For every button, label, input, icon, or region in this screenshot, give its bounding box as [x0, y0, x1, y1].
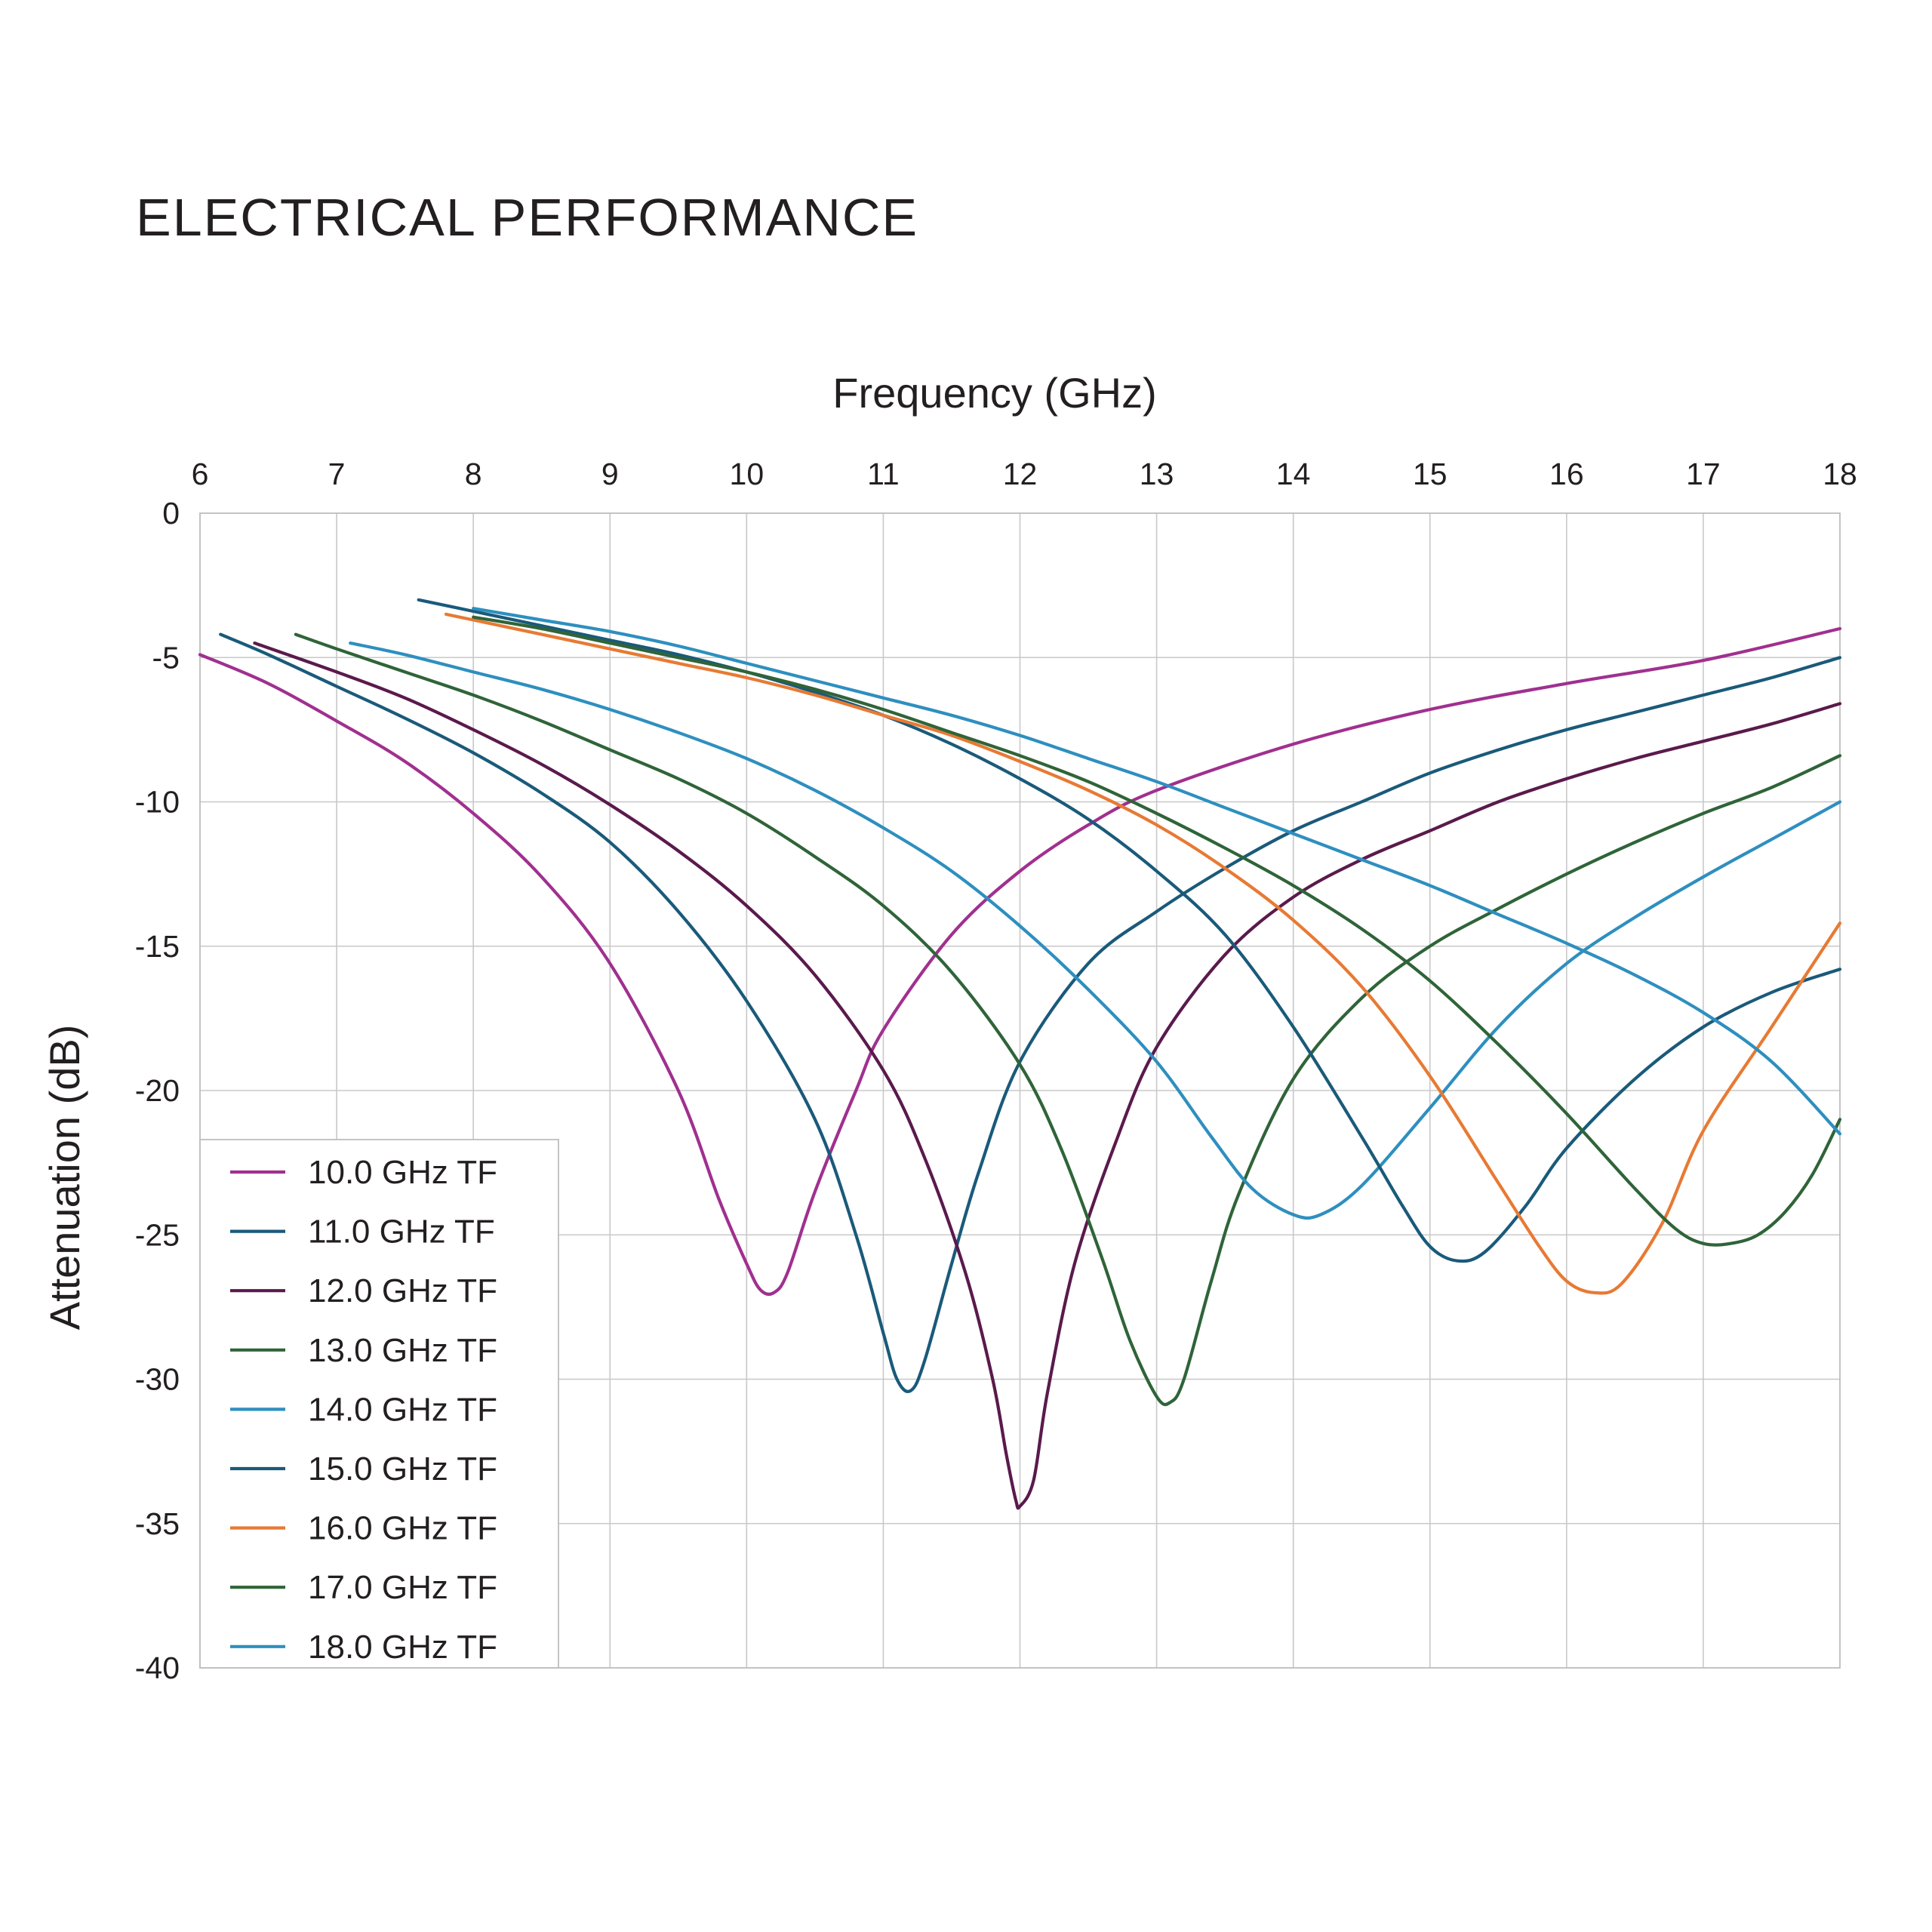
series-line-15-0-ghz-tf [417, 598, 1842, 1263]
legend-label: 15.0 GHz TF [308, 1451, 497, 1487]
y-tick-label: -25 [135, 1217, 180, 1252]
plot-frame [199, 512, 1841, 1669]
y-axis-title: Attenuation (dB) [41, 1025, 88, 1331]
series-line-11-0-ghz-tf [219, 632, 1842, 1393]
series-line-10-0-ghz-tf [198, 626, 1842, 1297]
x-axis-title: Frequency (GHz) [832, 369, 1156, 417]
x-tick-label: 11 [867, 457, 900, 491]
legend-label: 16.0 GHz TF [308, 1510, 497, 1547]
x-tick-label: 17 [1686, 457, 1721, 491]
y-tick-label: -35 [135, 1506, 180, 1541]
legend-box [199, 1139, 559, 1669]
y-axis-ticks: 0 -5 -10 -15 -20 -25 -30 -35 -40 [135, 496, 180, 1685]
y-tick-label: -20 [135, 1073, 180, 1108]
legend-label: 14.0 GHz TF [308, 1391, 497, 1428]
x-tick-label: 15 [1413, 457, 1447, 491]
grid [199, 512, 1841, 1669]
y-tick-label: -5 [152, 640, 180, 675]
series-line-13-0-ghz-tf [294, 632, 1842, 1407]
x-tick-label: 12 [1003, 457, 1038, 491]
legend-label: 13.0 GHz TF [308, 1332, 497, 1369]
y-tick-label: -30 [135, 1362, 180, 1397]
legend-label: 12.0 GHz TF [308, 1272, 497, 1309]
x-tick-label: 14 [1276, 457, 1311, 491]
y-tick-label: -40 [135, 1651, 180, 1685]
series-line-17-0-ghz-tf [472, 615, 1842, 1247]
legend: 10.0 GHz TF 11.0 GHz TF 12.0 GHz TF 13.0 GH… [199, 1139, 559, 1669]
y-tick-label: 0 [162, 496, 180, 531]
legend-label: 18.0 GHz TF [308, 1629, 497, 1666]
series-line-16-0-ghz-tf [444, 612, 1842, 1295]
legend-label: 11.0 GHz TF [308, 1214, 495, 1251]
page-title: ELECTRICAL PERFORMANCE [136, 188, 919, 247]
series-line-12-0-ghz-tf [253, 641, 1842, 1510]
series-line-18-0-ghz-tf [472, 607, 1842, 1136]
y-tick-label: -15 [135, 929, 180, 964]
x-tick-label: 9 [601, 457, 619, 491]
x-tick-label: 18 [1823, 457, 1857, 491]
x-tick-label: 16 [1549, 457, 1584, 491]
x-tick-label: 10 [730, 457, 764, 491]
legend-label: 17.0 GHz TF [308, 1569, 497, 1606]
x-tick-label: 8 [465, 457, 482, 491]
series-line-14-0-ghz-tf [349, 641, 1842, 1220]
legend-label: 10.0 GHz TF [308, 1154, 497, 1191]
x-tick-label: 6 [192, 457, 209, 491]
x-tick-label: 7 [328, 457, 346, 491]
series-lines [198, 598, 1842, 1510]
x-tick-label: 13 [1140, 457, 1174, 491]
x-axis-ticks: 6 7 8 9 10 11 12 13 14 15 16 17 18 [192, 457, 1857, 491]
y-tick-label: -10 [135, 785, 180, 820]
